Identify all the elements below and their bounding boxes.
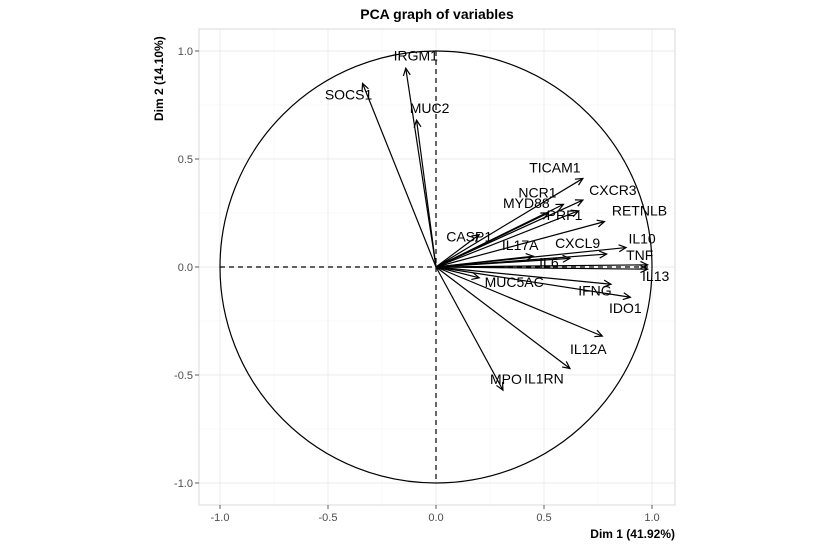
label-tnf: TNF — [626, 247, 653, 263]
label-irgm1: IRGM1 — [394, 47, 439, 63]
arrowhead-socs1 — [361, 82, 369, 92]
x-tick-label: 0.5 — [536, 512, 551, 524]
axis-ticks: -1.0 -0.5 0.0 0.5 1.0 -1.0 -0.5 0.0 0.5 1.0 — [174, 46, 660, 524]
arrowhead-mpo — [496, 382, 504, 392]
label-il12a: IL12A — [570, 341, 607, 357]
arrowhead-ncr1 — [555, 203, 565, 212]
arrowhead-il17a — [525, 252, 535, 261]
arrow-muc2 — [415, 120, 437, 268]
label-ifng: IFNG — [578, 282, 611, 298]
arrowhead-cxcr3 — [574, 199, 585, 207]
label-muc2: MUC2 — [410, 100, 450, 116]
label-cxcr3: CXCR3 — [589, 182, 637, 198]
arrowhead-il1rn — [561, 361, 572, 370]
arrow-il13 — [435, 266, 648, 270]
arrowhead-retnlb — [596, 219, 606, 228]
arrow-muc5ac — [435, 266, 480, 279]
arrowhead-ifng — [603, 279, 613, 288]
label-ticam1: TICAM1 — [529, 159, 581, 175]
label-il1rn: IL1RN — [524, 371, 564, 387]
label-casp1: CASP1 — [446, 229, 492, 245]
y-tick-label: -1.0 — [174, 478, 193, 490]
arrow-ifng — [435, 266, 612, 285]
x-tick-label: 1.0 — [644, 512, 659, 524]
x-tick-label: -0.5 — [319, 512, 338, 524]
label-il17a: IL17A — [502, 237, 539, 253]
label-il6: IL6 — [539, 254, 559, 270]
label-cxcl9: CXCL9 — [555, 235, 600, 251]
arrow-il6 — [435, 257, 570, 268]
arrow-prf1 — [435, 210, 579, 268]
arrowhead-ticam1 — [574, 177, 585, 186]
label-ncr1: NCR1 — [518, 184, 556, 200]
y-tick-label: -0.5 — [174, 370, 193, 382]
label-il13: IL13 — [642, 268, 669, 284]
label-il10: IL10 — [628, 231, 655, 247]
label-muc5ac: MUC5AC — [485, 274, 544, 290]
arrow-il1rn — [435, 266, 571, 369]
label-ido1: IDO1 — [609, 300, 642, 316]
x-tick-label: 0.0 — [428, 512, 443, 524]
arrow-tnf — [435, 264, 648, 268]
y-axis-label: Dim 2 (14.10%) — [152, 36, 166, 121]
arrow-irgm1 — [405, 68, 437, 268]
arrowhead-casp1 — [471, 233, 481, 242]
arrowhead-il12a — [594, 329, 604, 338]
y-tick-label: 1.0 — [178, 46, 193, 58]
x-axis-label: Dim 1 (41.92%) — [590, 527, 675, 541]
arrow-socs1 — [362, 83, 437, 268]
arrowhead-muc2 — [413, 118, 422, 128]
arrowhead-cxcl9 — [598, 250, 609, 259]
label-retnlb: RETNLB — [612, 203, 667, 219]
y-tick-label: 0.5 — [178, 154, 193, 166]
label-socs1: SOCS1 — [325, 86, 373, 102]
label-myd88: MYD88 — [503, 195, 550, 211]
arrowhead-il10 — [618, 244, 628, 253]
arrow-il12a — [435, 266, 603, 337]
arrow-casp1 — [435, 234, 480, 268]
chart-title: PCA graph of variables — [360, 6, 514, 22]
arrowhead-il6 — [562, 254, 572, 263]
arrowhead-il13 — [640, 265, 650, 274]
y-tick-label: 0.0 — [178, 262, 193, 274]
label-mpo: MPO — [490, 371, 522, 387]
variable-arrows — [361, 66, 650, 392]
x-tick-label: -1.0 — [211, 512, 230, 524]
label-prf1: PRF1 — [547, 207, 583, 223]
arrowhead-myd88 — [540, 212, 550, 220]
arrowhead-ido1 — [622, 292, 632, 301]
arrowhead-prf1 — [570, 209, 580, 218]
arrow-ido1 — [435, 266, 631, 298]
arrowhead-muc5ac — [471, 272, 481, 281]
arrowhead-irgm1 — [402, 66, 411, 77]
arrow-myd88 — [435, 212, 549, 268]
arrow-ticam1 — [435, 177, 584, 268]
arrow-retnlb — [435, 221, 605, 268]
arrow-mpo — [435, 266, 504, 391]
